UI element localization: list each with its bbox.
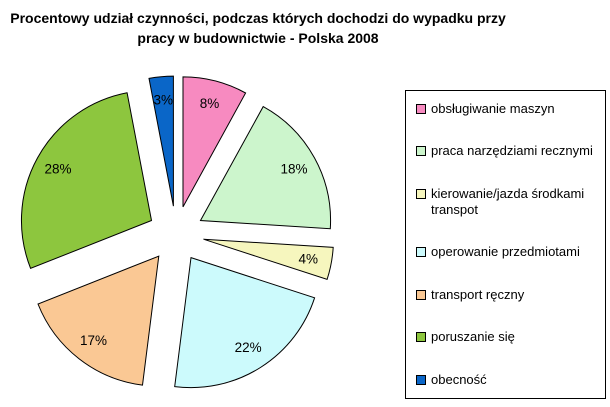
legend-item-5: poruszanie się	[416, 329, 603, 345]
legend-item-2: kierowanie/jazda środkami transpot	[416, 186, 603, 219]
legend-label: kierowanie/jazda środkami transpot	[431, 185, 585, 218]
pie-data-label-0: 8%	[200, 96, 220, 111]
legend-swatch-icon	[416, 104, 426, 114]
pie-chart: 8% 18% 4% 22% 17% 28% 3%	[20, 75, 334, 389]
legend-item-1: praca narzędziami recznymi	[416, 143, 603, 159]
legend: obsługiwanie maszyn praca narzędziami rec…	[405, 90, 606, 399]
pie-slice-1	[199, 105, 332, 230]
pie-slice-6	[148, 75, 174, 207]
legend-item-6: obecność	[416, 372, 603, 388]
legend-swatch-icon	[416, 146, 426, 157]
pie-data-label-3: 22%	[235, 340, 262, 355]
pie-data-label-6: 3%	[154, 93, 174, 108]
pie-slice-5	[20, 92, 153, 270]
legend-label: obecność	[431, 371, 487, 387]
legend-label: praca narzędziami recznymi	[431, 143, 593, 159]
legend-swatch-icon	[416, 289, 426, 300]
legend-swatch-icon	[416, 247, 426, 258]
legend-label: transport ręczny	[431, 286, 525, 302]
pie-data-label-4: 17%	[80, 333, 107, 348]
pie-data-label-5: 28%	[44, 162, 71, 177]
legend-swatch-icon	[416, 332, 426, 343]
legend-swatch-icon	[416, 188, 426, 199]
pie-data-label-1: 18%	[280, 162, 307, 177]
legend-label: obsługiwanie maszyn	[431, 101, 555, 116]
legend-swatch-icon	[416, 374, 426, 385]
legend-item-3: operowanie przedmiotami	[416, 244, 603, 260]
legend-label: poruszanie się	[431, 329, 515, 345]
pie-slice-0	[182, 76, 247, 208]
chart-title: Procentowy udział czynności, podczas któ…	[10, 10, 506, 47]
pie-slice-2	[203, 238, 334, 281]
legend-label: operowanie przedmiotami	[431, 244, 580, 260]
pie-slice-3	[174, 256, 316, 389]
pie-data-label-2: 4%	[298, 252, 318, 267]
legend-item-0: obsługiwanie maszyn	[416, 101, 603, 117]
legend-item-4: transport ręczny	[416, 287, 603, 303]
pie-slice-4	[37, 255, 160, 386]
